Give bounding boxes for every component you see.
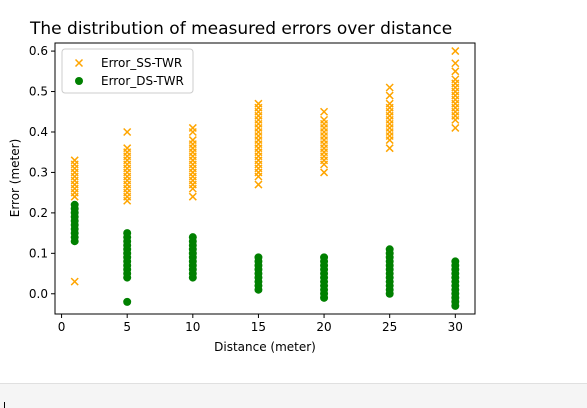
ss-twr-point [188, 123, 197, 132]
x-axis-label: Distance (meter) [214, 340, 316, 354]
ss-twr-point [254, 180, 263, 189]
ss-twr-point [320, 115, 329, 124]
ds-twr-point [320, 253, 329, 262]
ds-twr-point [451, 257, 460, 266]
ss-twr-point [451, 59, 460, 68]
ss-twr-point [123, 144, 132, 153]
notebook-output-bar[interactable] [0, 383, 587, 408]
x-tick-label: 5 [123, 320, 131, 334]
ss-twr-point [385, 91, 394, 100]
ds-twr-point [123, 229, 132, 238]
legend-marker-ds-twr [75, 77, 83, 85]
text-cursor [4, 402, 5, 408]
legend-box [61, 48, 194, 94]
ss-twr-point [123, 127, 132, 137]
ss-twr-point [451, 75, 460, 84]
ss-twr-point [188, 192, 197, 201]
y-tick-label: 0.0 [29, 287, 48, 301]
y-tick-label: 0.6 [29, 44, 48, 58]
x-axis-ticks: 0 5 10 15 20 25 30 [58, 314, 463, 334]
data-marks [70, 47, 460, 310]
ss-twr-point [254, 99, 263, 108]
y-tick-label: 0.4 [29, 125, 48, 139]
x-tick-label: 0 [58, 320, 66, 334]
x-tick-label: 20 [316, 320, 331, 334]
ss-twr-point [70, 156, 79, 165]
x-tick-label: 10 [185, 320, 200, 334]
x-tick-label: 30 [448, 320, 463, 334]
chart-figure: The distribution of measured errors over… [8, 19, 476, 354]
ss-twr-point [451, 67, 460, 76]
ss-twr-point [385, 144, 394, 153]
ss-twr-point [385, 99, 394, 108]
ss-twr-point [320, 107, 329, 116]
legend: Error_SS-TWR Error_DS-TWR [61, 48, 194, 94]
ds-twr-point [254, 253, 263, 262]
chart-title: The distribution of measured errors over… [29, 19, 452, 39]
ds-twr-point [188, 233, 197, 242]
y-axis-label: Error (meter) [8, 139, 22, 218]
x-tick-label: 15 [251, 320, 266, 334]
legend-items: Error_SS-TWR Error_DS-TWR [74, 56, 184, 88]
ds-twr-point [123, 297, 132, 306]
legend-marker-ss-twr [74, 58, 84, 68]
ss-twr-point [451, 123, 460, 132]
y-tick-label: 0.3 [29, 165, 48, 179]
ss-twr-point [451, 47, 460, 56]
y-tick-label: 0.2 [29, 206, 48, 220]
ds-twr-point [70, 200, 79, 209]
y-tick-label: 0.1 [29, 246, 48, 260]
ss-twr-point [320, 168, 329, 177]
x-tick-label: 25 [382, 320, 397, 334]
legend-label: Error_SS-TWR [101, 56, 182, 70]
y-tick-label: 0.5 [29, 85, 48, 99]
ss-twr-point [385, 83, 394, 92]
ss-twr-point [188, 136, 197, 145]
ss-twr-point [70, 277, 79, 286]
y-axis-ticks: 0.0 0.1 0.2 0.3 0.4 0.5 0.6 [29, 44, 55, 301]
legend-label: Error_DS-TWR [101, 74, 184, 88]
ds-twr-point [385, 245, 394, 254]
